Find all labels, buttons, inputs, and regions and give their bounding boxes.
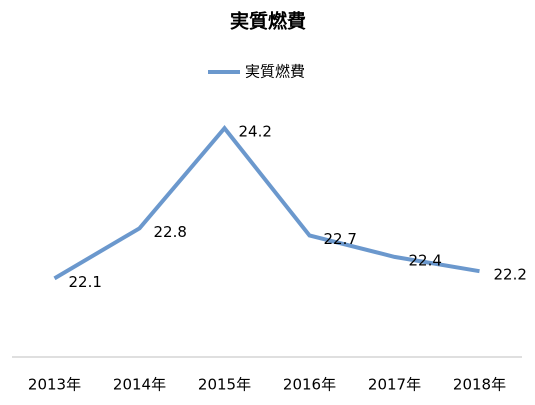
x-tick-label: 2014年 [113,376,166,394]
data-label: 22.2 [494,266,527,284]
data-label: 22.4 [409,251,442,269]
x-tick-label: 2017年 [368,376,421,394]
chart-title: 実質燃費 [230,10,306,33]
data-label: 22.8 [154,223,187,241]
x-tick-label: 2016年 [283,376,336,394]
x-tick-label: 2013年 [28,376,81,394]
data-label: 24.2 [239,123,272,141]
legend-label: 実質燃費 [245,63,305,81]
x-tick-label: 2015年 [198,376,251,394]
data-label: 22.7 [324,230,357,248]
data-line [53,125,480,281]
data-label: 22.1 [69,273,102,291]
x-tick-label: 2018年 [453,376,506,394]
